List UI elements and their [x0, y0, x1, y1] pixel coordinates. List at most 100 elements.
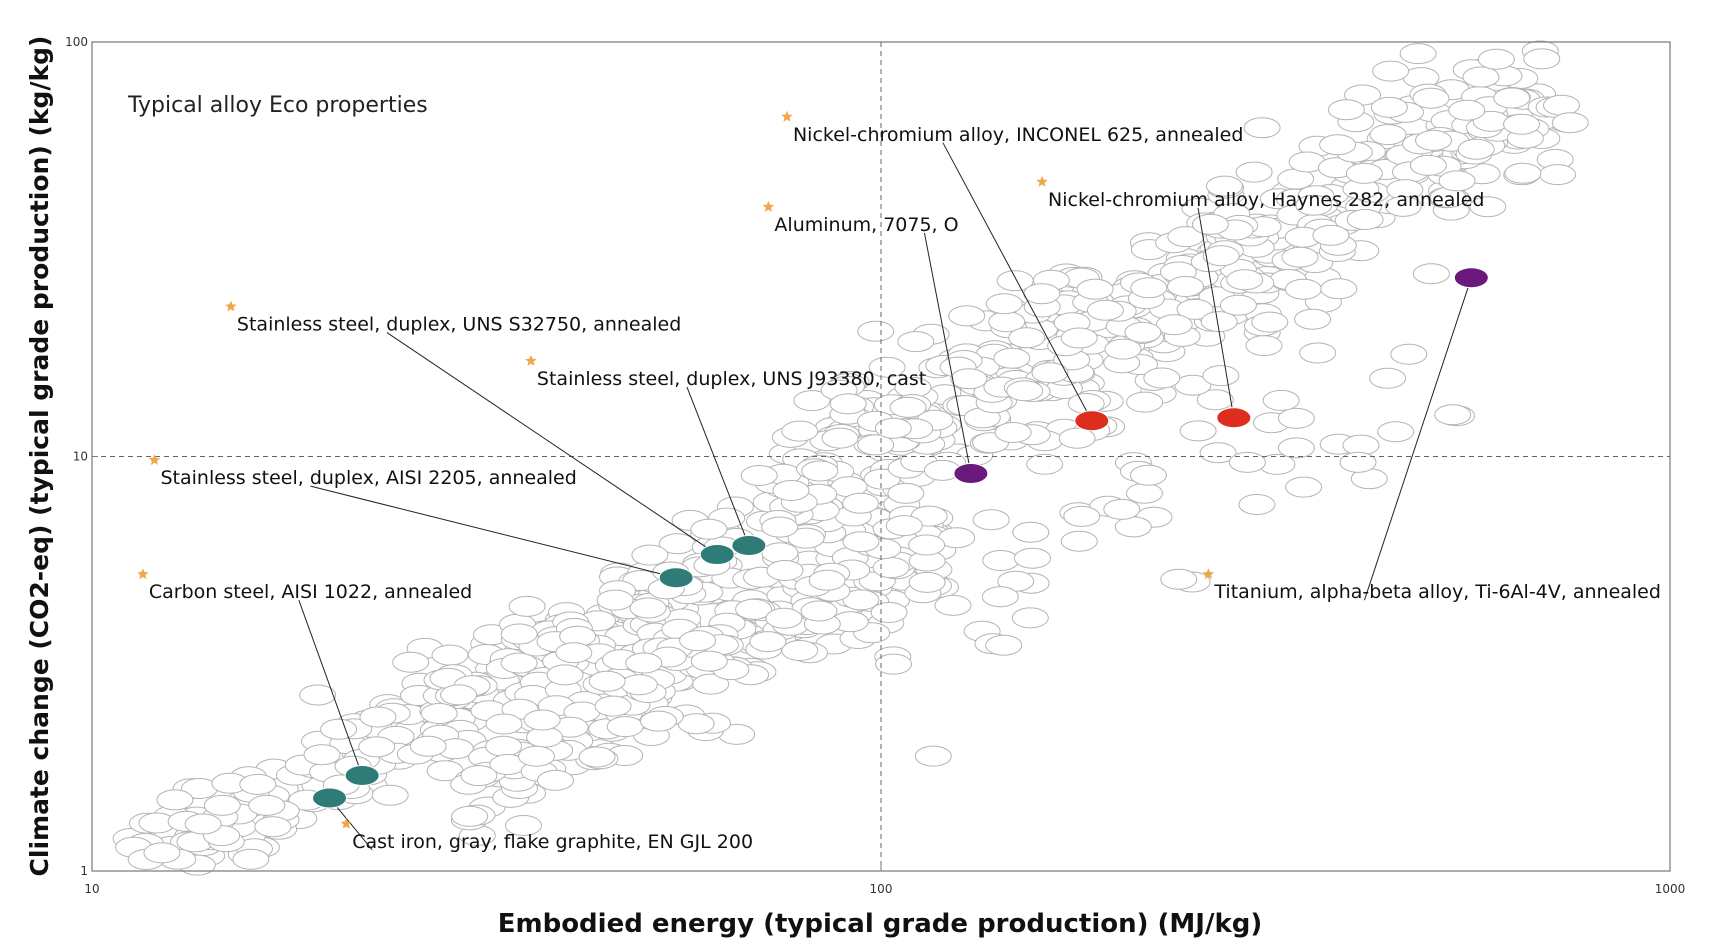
background-point [640, 710, 677, 732]
background-point [993, 347, 1031, 369]
background-point [914, 745, 952, 767]
annotation-label: Nickel-chromium alloy, Haynes 282, annea… [1048, 189, 1484, 211]
background-point [1251, 311, 1289, 333]
background-point [606, 716, 644, 738]
leader-line [923, 232, 972, 474]
background-point [1372, 60, 1410, 82]
background-point [793, 390, 831, 412]
annotation-label: Carbon steel, AISI 1022, annealed [149, 581, 472, 603]
background-point [1523, 48, 1561, 70]
background-point [1384, 195, 1422, 217]
background-point [1281, 246, 1319, 268]
background-point [1191, 213, 1229, 235]
background-point [872, 557, 910, 579]
background-point [203, 794, 241, 816]
background-point [781, 640, 819, 661]
chart-title: Typical alloy Eco properties [127, 93, 428, 118]
background-point [631, 544, 669, 566]
background-point [1058, 427, 1096, 449]
background-point [620, 674, 658, 696]
highlighted-point [1074, 410, 1110, 432]
background-point [625, 652, 663, 674]
background-point [1295, 194, 1333, 216]
background-point [908, 571, 946, 593]
leader-line [1197, 207, 1235, 418]
background-point [679, 630, 717, 652]
background-point [1023, 283, 1061, 305]
star-marker [225, 300, 237, 312]
background-point [1299, 342, 1337, 364]
background-point [518, 745, 555, 767]
background-point [596, 589, 634, 611]
background-point [371, 784, 409, 806]
annotation-label: Stainless steel, duplex, UNS J93380, cas… [537, 368, 926, 390]
background-point [440, 684, 478, 706]
background-point [1155, 314, 1193, 336]
y-tick-label: 100 [65, 35, 88, 49]
background-point [1551, 112, 1589, 134]
background-point [842, 589, 880, 611]
background-point [1245, 335, 1283, 357]
background-point [1319, 134, 1357, 156]
background-point [1294, 308, 1332, 330]
background-point [555, 642, 593, 664]
background-point [1063, 505, 1101, 527]
background-point [801, 460, 839, 482]
background-point [1086, 299, 1124, 321]
background-point [1219, 294, 1257, 316]
background-point [1469, 196, 1507, 218]
background-point [1202, 365, 1240, 387]
background-point [808, 569, 846, 591]
background-point [1060, 530, 1098, 552]
background-point [1504, 162, 1542, 184]
background-point [690, 518, 728, 540]
background-point [887, 482, 925, 504]
background-point [772, 480, 810, 501]
highlighted-point [658, 567, 694, 589]
background-point [485, 713, 523, 735]
background-point [1031, 362, 1069, 384]
background-point [537, 769, 574, 791]
background-point [857, 434, 895, 456]
annotation-label: Stainless steel, duplex, UNS S32750, ann… [237, 314, 681, 336]
background-point [1493, 87, 1531, 109]
star-marker [340, 817, 352, 829]
background-point [874, 417, 912, 439]
annotation-label: Aluminum, 7075, O [774, 214, 958, 236]
background-point [985, 634, 1023, 656]
background-point [692, 673, 730, 695]
background-point [1176, 298, 1214, 320]
background-point [1285, 476, 1323, 498]
background-point [451, 805, 489, 827]
background-point [1206, 175, 1243, 197]
leader-line [386, 332, 718, 555]
background-point [889, 396, 927, 418]
background-points-layer [112, 40, 1589, 876]
background-point [392, 651, 430, 673]
background-point [1179, 420, 1217, 442]
background-point [303, 744, 341, 766]
background-point [500, 623, 538, 645]
background-point [1228, 451, 1266, 473]
highlighted-point [953, 462, 989, 484]
background-point [546, 664, 584, 686]
background-point [1462, 66, 1500, 88]
background-point [1076, 278, 1114, 300]
leader-line [1363, 277, 1472, 601]
background-point [156, 789, 194, 811]
leader-lines-layer [298, 142, 1472, 851]
background-point [1243, 117, 1281, 139]
background-point [1199, 442, 1237, 464]
background-point [239, 773, 277, 795]
y-tick-label: 10 [73, 450, 88, 464]
background-point [1369, 367, 1407, 389]
x-tick-label: 1000 [1655, 882, 1686, 896]
background-point [1477, 48, 1515, 70]
background-point [1346, 209, 1384, 230]
highlighted-point [699, 544, 735, 566]
background-point [1503, 113, 1540, 135]
background-point [897, 331, 935, 353]
background-point [875, 653, 912, 675]
background-point [1202, 245, 1240, 267]
background-point [320, 718, 358, 740]
